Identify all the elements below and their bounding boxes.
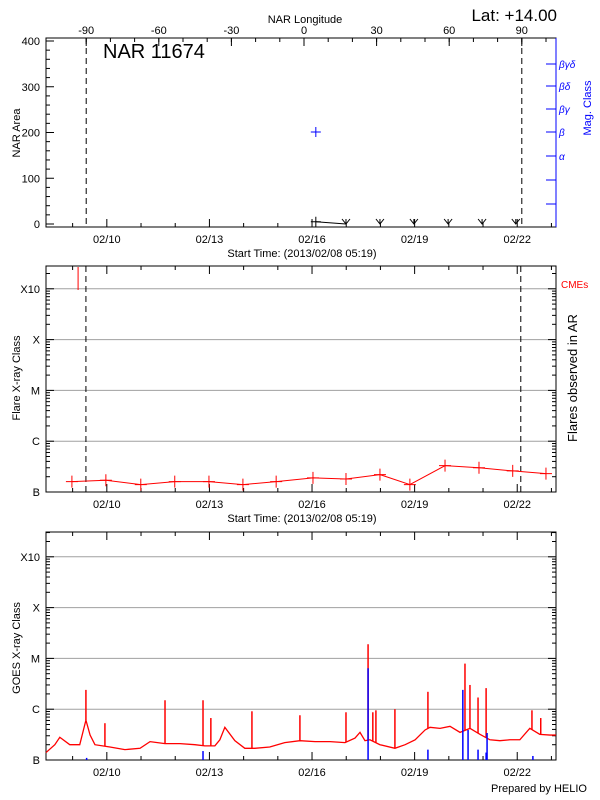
y-tick-label: M — [31, 385, 40, 397]
x-tick-label: 02/13 — [196, 234, 224, 246]
goes-flux-line — [45, 717, 556, 754]
flare-marker — [506, 464, 519, 477]
panel2-y2label: Flares observed in AR — [565, 314, 580, 442]
x-tick-label: 02/10 — [93, 767, 121, 779]
longitude-axis-title: NAR Longitude — [268, 14, 343, 26]
mag-class-tick-label: βγδ — [558, 60, 576, 71]
y-tick-label: X10 — [20, 284, 40, 296]
y-tick-label: 300 — [22, 82, 40, 94]
flare-marker — [403, 478, 416, 491]
panel1-ylabel: NAR Area — [11, 108, 23, 158]
mag-class-tick-label: βγ — [558, 105, 571, 116]
x-tick-label: 02/22 — [503, 767, 531, 779]
area-arrow-marker — [409, 218, 419, 225]
flare-marker — [306, 471, 319, 484]
panel1-frame — [45, 37, 557, 228]
y-tick-label: C — [32, 436, 40, 448]
x-tick-label: 02/22 — [503, 234, 531, 246]
y-tick-label: 0 — [34, 219, 40, 231]
longitude-tick-label: 30 — [370, 25, 382, 37]
area-arrow-marker — [443, 218, 453, 225]
flare-marker — [339, 473, 352, 486]
longitude-tick-label: -60 — [151, 25, 167, 37]
panel1-xlabel: Start Time: (2013/02/08 05:19) — [227, 248, 376, 260]
y-tick-label: 200 — [22, 128, 40, 140]
flare-marker — [373, 468, 386, 481]
x-tick-label: 02/19 — [401, 234, 429, 246]
longitude-tick-label: 90 — [516, 25, 528, 37]
y-tick-label: X — [33, 335, 41, 347]
flare-marker — [270, 475, 283, 488]
panel1-y2label: Mag. Class — [582, 80, 594, 136]
x-tick-label: 02/22 — [503, 499, 531, 511]
area-arrow-marker — [341, 218, 351, 225]
longitude-tick-label: 0 — [301, 25, 307, 37]
mag-class-marker — [310, 127, 321, 137]
flare-marker — [202, 475, 215, 488]
x-tick-label: 02/19 — [401, 767, 429, 779]
y-tick-label: 400 — [22, 36, 40, 48]
y-tick-label: X10 — [20, 552, 40, 564]
panel2-frame — [45, 265, 557, 493]
panel2-ylabel: Flare X-ray Class — [11, 335, 23, 420]
x-tick-label: 02/13 — [196, 499, 224, 511]
x-tick-label: 02/19 — [401, 499, 429, 511]
y-tick-label: B — [33, 755, 40, 767]
panel2-xlabel: Start Time: (2013/02/08 05:19) — [227, 513, 376, 525]
y-tick-label: M — [31, 653, 40, 665]
region-title: NAR 11674 — [103, 41, 205, 63]
latitude-label: Lat: +14.00 — [471, 6, 557, 25]
y-tick-label: X — [33, 603, 41, 615]
flare-marker — [439, 459, 452, 472]
mag-class-tick-label: βδ — [558, 82, 571, 93]
x-tick-label: 02/10 — [93, 234, 121, 246]
flare-class-line — [71, 465, 547, 486]
x-tick-label: 02/13 — [196, 767, 224, 779]
y-tick-label: B — [33, 487, 40, 499]
flare-marker — [539, 467, 552, 480]
longitude-tick-label: -90 — [78, 25, 94, 37]
flare-marker — [472, 461, 485, 474]
flare-marker — [168, 475, 181, 488]
x-tick-label: 02/16 — [298, 767, 326, 779]
panel3-frame — [45, 531, 557, 761]
y-tick-label: C — [32, 704, 40, 716]
x-tick-label: 02/16 — [298, 499, 326, 511]
area-line — [315, 221, 347, 225]
footer-credit: Prepared by HELIO — [491, 783, 587, 795]
x-tick-label: 02/16 — [298, 234, 326, 246]
panel3-ylabel: GOES X-ray Class — [11, 602, 23, 694]
x-tick-label: 02/10 — [93, 499, 121, 511]
mag-class-tick-label: α — [559, 152, 565, 163]
longitude-tick-label: -30 — [223, 25, 239, 37]
area-arrow-marker — [477, 218, 487, 225]
flare-marker — [99, 474, 112, 487]
y-tick-label: 100 — [22, 173, 40, 185]
mag-class-tick-label: β — [558, 128, 565, 139]
cme-label: CMEs — [561, 280, 588, 291]
area-arrow-marker — [511, 218, 521, 225]
longitude-tick-label: 60 — [443, 25, 455, 37]
flare-marker — [65, 475, 78, 488]
flare-marker — [134, 478, 147, 491]
area-arrow-marker — [375, 218, 385, 225]
flare-marker — [236, 478, 249, 491]
